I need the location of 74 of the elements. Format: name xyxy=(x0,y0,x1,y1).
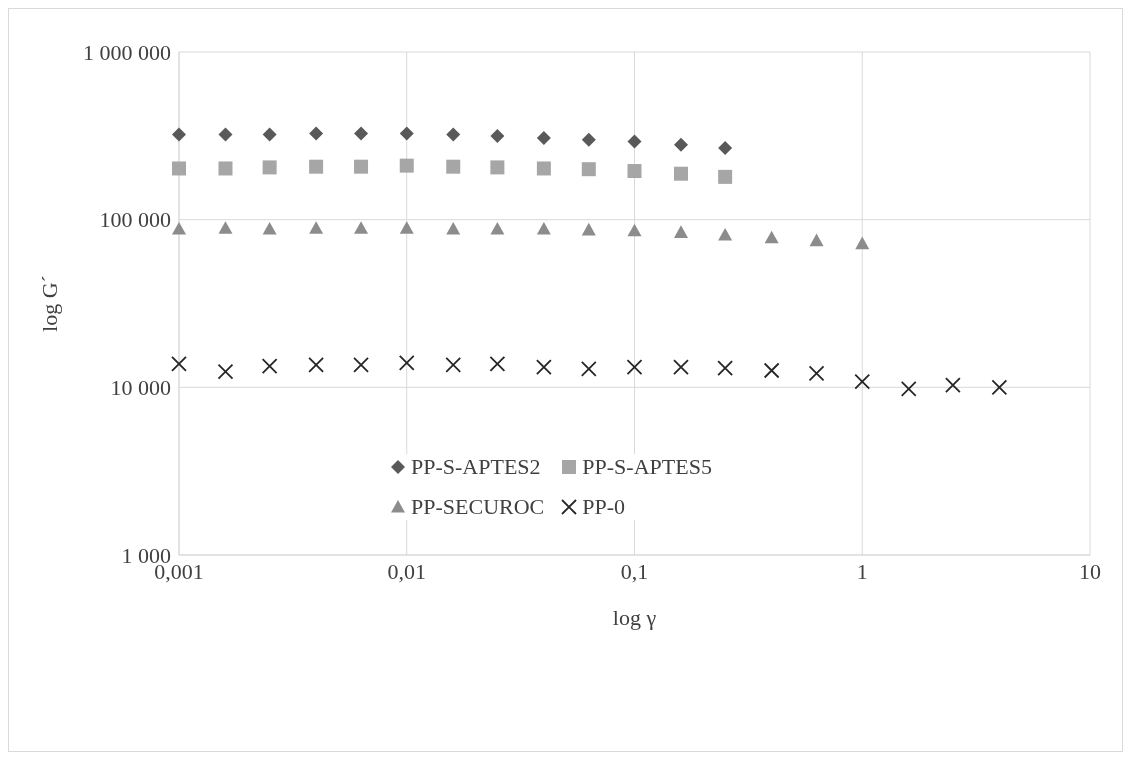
x-tick-label: 0,01 xyxy=(387,558,426,584)
point xyxy=(808,365,825,382)
point xyxy=(673,137,688,152)
point xyxy=(446,127,461,142)
point xyxy=(309,159,324,174)
point xyxy=(809,233,824,247)
x-tick-label: 0,1 xyxy=(620,558,649,584)
point xyxy=(536,221,551,235)
point xyxy=(991,379,1008,396)
point xyxy=(627,223,642,237)
point xyxy=(217,363,234,380)
point xyxy=(718,140,733,155)
point xyxy=(446,221,461,235)
point xyxy=(673,166,688,181)
point xyxy=(581,162,596,177)
point xyxy=(261,358,278,374)
point xyxy=(353,357,369,373)
point xyxy=(172,221,186,235)
point xyxy=(171,355,187,372)
point xyxy=(309,126,324,141)
point xyxy=(262,160,277,175)
point xyxy=(536,130,551,145)
point xyxy=(490,160,505,175)
point xyxy=(535,359,552,376)
legend-label: PP-S-APTES2 xyxy=(411,454,541,480)
point xyxy=(218,221,233,234)
point xyxy=(218,127,233,142)
point xyxy=(446,159,461,174)
point xyxy=(944,377,961,394)
point xyxy=(489,355,506,372)
point xyxy=(764,230,779,244)
x-axis-title: log γ xyxy=(612,605,657,630)
x-tick-label: 1 xyxy=(856,558,868,584)
legend-label: PP-SECUROC xyxy=(411,494,545,520)
point xyxy=(580,360,597,377)
point xyxy=(399,126,414,141)
y-tick-label: 1 000 000 xyxy=(83,39,171,65)
point xyxy=(354,126,369,141)
point xyxy=(172,161,186,176)
point xyxy=(354,221,369,234)
y-tick-label: 10 000 xyxy=(110,375,171,401)
x-tick-label: 10 xyxy=(1079,558,1101,584)
point xyxy=(172,127,186,142)
y-tick-label: 100 000 xyxy=(99,207,171,233)
point xyxy=(262,221,277,235)
legend-label: PP-0 xyxy=(582,494,626,520)
point xyxy=(445,357,462,373)
point xyxy=(490,129,505,144)
point xyxy=(399,221,414,234)
point xyxy=(309,221,324,234)
point xyxy=(718,169,733,184)
point xyxy=(627,164,642,179)
y-axis-title: log G´ xyxy=(36,275,62,332)
point xyxy=(717,360,734,377)
point xyxy=(763,362,780,379)
point xyxy=(673,359,689,376)
point xyxy=(490,221,505,235)
point xyxy=(900,380,917,397)
point xyxy=(627,134,642,149)
point xyxy=(854,373,871,390)
point xyxy=(718,228,733,241)
point xyxy=(536,161,551,176)
point xyxy=(581,132,596,147)
point xyxy=(398,354,415,371)
point xyxy=(262,127,277,142)
point xyxy=(673,225,688,238)
legend-label: PP-S-APTES5 xyxy=(582,454,712,480)
point xyxy=(626,359,643,376)
point xyxy=(399,158,414,173)
point xyxy=(354,159,369,174)
point xyxy=(308,357,325,373)
point xyxy=(581,222,596,236)
point xyxy=(218,161,233,176)
point xyxy=(855,236,870,250)
